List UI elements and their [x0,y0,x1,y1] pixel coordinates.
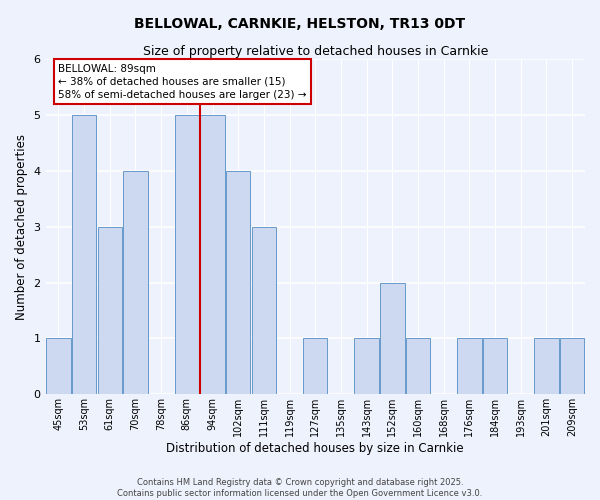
Bar [200,115,225,394]
Bar [98,226,122,394]
Bar [560,338,584,394]
Bar [46,338,71,394]
Bar [483,338,507,394]
Bar [355,338,379,394]
Bar [380,282,404,395]
Bar [123,171,148,394]
Y-axis label: Number of detached properties: Number of detached properties [15,134,28,320]
Bar [303,338,328,394]
Title: Size of property relative to detached houses in Carnkie: Size of property relative to detached ho… [143,45,488,58]
Text: Contains HM Land Registry data © Crown copyright and database right 2025.
Contai: Contains HM Land Registry data © Crown c… [118,478,482,498]
Bar [457,338,482,394]
Bar [251,226,276,394]
Text: BELLOWAL, CARNKIE, HELSTON, TR13 0DT: BELLOWAL, CARNKIE, HELSTON, TR13 0DT [134,18,466,32]
Bar [226,171,250,394]
Bar [175,115,199,394]
Bar [534,338,559,394]
Text: BELLOWAL: 89sqm
← 38% of detached houses are smaller (15)
58% of semi-detached h: BELLOWAL: 89sqm ← 38% of detached houses… [58,64,307,100]
Bar [72,115,96,394]
X-axis label: Distribution of detached houses by size in Carnkie: Distribution of detached houses by size … [166,442,464,455]
Bar [406,338,430,394]
